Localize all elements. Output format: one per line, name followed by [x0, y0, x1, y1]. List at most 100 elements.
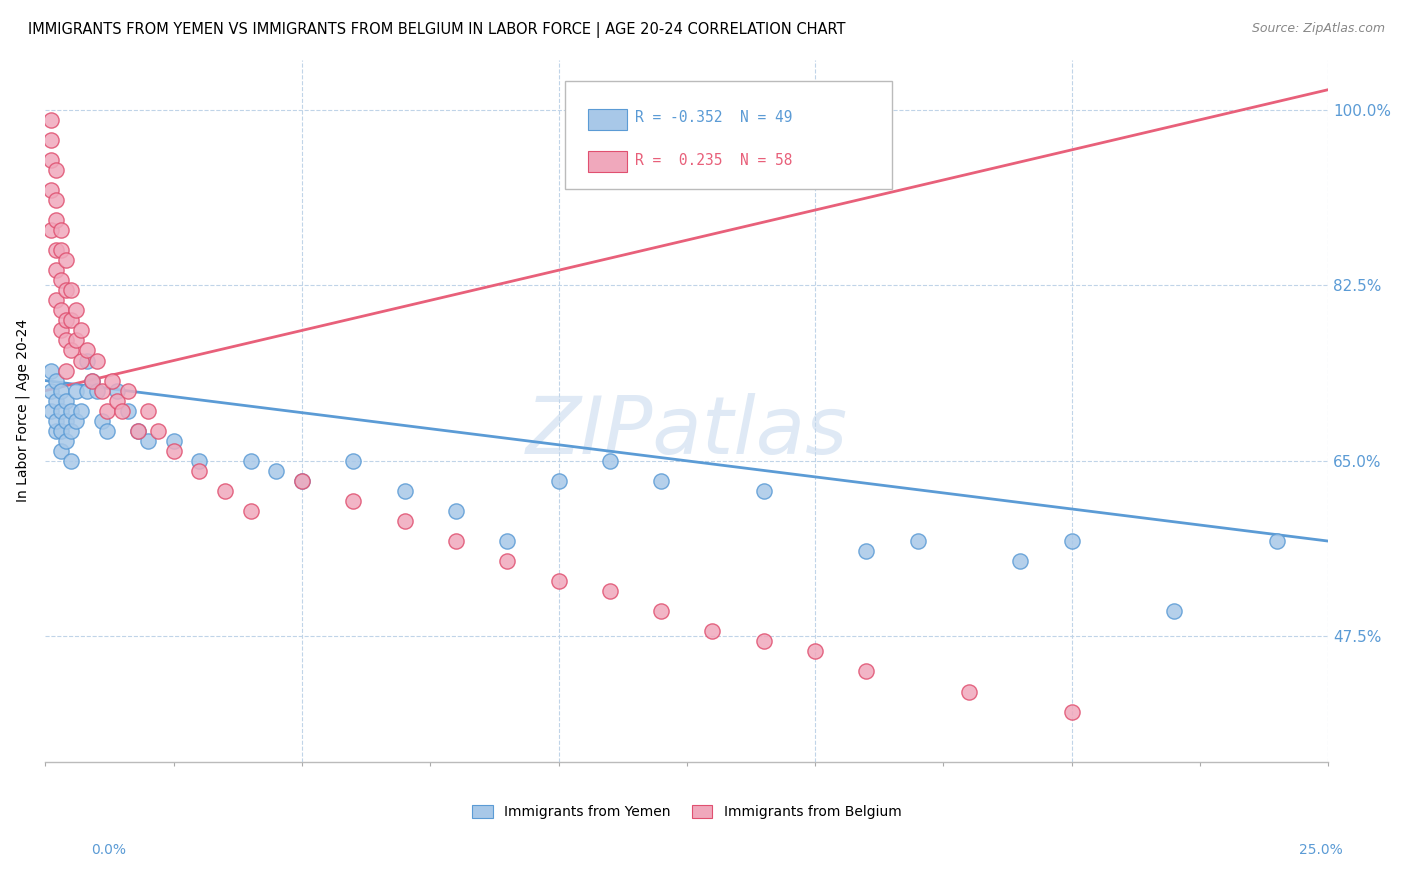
- Point: [1060, 705, 1083, 719]
- Point: [650, 474, 672, 488]
- Point: [127, 424, 149, 438]
- Point: [55, 434, 77, 448]
- Point: [291, 474, 314, 488]
- Point: [444, 504, 467, 518]
- Point: [266, 464, 288, 478]
- Point: [496, 554, 519, 568]
- Text: 0.0%: 0.0%: [91, 843, 127, 857]
- Point: [65, 334, 87, 348]
- Text: 25.0%: 25.0%: [1299, 843, 1343, 857]
- Point: [96, 424, 118, 438]
- Point: [55, 334, 77, 348]
- Point: [39, 183, 62, 197]
- Point: [55, 363, 77, 377]
- Point: [45, 424, 67, 438]
- Point: [239, 504, 262, 518]
- Point: [444, 534, 467, 549]
- Point: [45, 374, 67, 388]
- Point: [291, 474, 314, 488]
- Point: [342, 494, 364, 508]
- Point: [752, 483, 775, 498]
- Point: [49, 243, 72, 257]
- Point: [496, 534, 519, 549]
- Point: [96, 403, 118, 417]
- Point: [163, 434, 186, 448]
- Text: Source: ZipAtlas.com: Source: ZipAtlas.com: [1251, 22, 1385, 36]
- Point: [957, 684, 980, 698]
- Point: [239, 454, 262, 468]
- Point: [855, 665, 877, 679]
- Point: [76, 343, 98, 358]
- Point: [702, 624, 724, 639]
- Point: [90, 414, 112, 428]
- Point: [650, 604, 672, 618]
- Point: [547, 474, 569, 488]
- Point: [45, 393, 67, 408]
- Point: [55, 414, 77, 428]
- Point: [45, 213, 67, 227]
- Point: [1060, 534, 1083, 549]
- Point: [127, 424, 149, 438]
- Point: [60, 313, 83, 327]
- Point: [45, 293, 67, 308]
- Point: [49, 303, 72, 318]
- Point: [342, 454, 364, 468]
- Point: [163, 443, 186, 458]
- Point: [45, 243, 67, 257]
- Y-axis label: In Labor Force | Age 20-24: In Labor Force | Age 20-24: [15, 319, 30, 502]
- Point: [1010, 554, 1032, 568]
- Point: [49, 403, 72, 417]
- Point: [907, 534, 929, 549]
- Point: [90, 384, 112, 398]
- Point: [105, 393, 128, 408]
- Point: [55, 393, 77, 408]
- Point: [804, 644, 827, 658]
- Point: [188, 454, 211, 468]
- Point: [599, 584, 621, 599]
- Point: [55, 313, 77, 327]
- Text: R = -0.352  N = 49: R = -0.352 N = 49: [636, 111, 793, 126]
- Point: [39, 133, 62, 147]
- Point: [60, 283, 83, 297]
- Point: [101, 374, 124, 388]
- Point: [39, 384, 62, 398]
- Point: [60, 343, 83, 358]
- Point: [76, 384, 98, 398]
- Point: [39, 112, 62, 127]
- Point: [55, 253, 77, 268]
- Point: [49, 223, 72, 237]
- Point: [86, 384, 108, 398]
- Point: [86, 353, 108, 368]
- Legend: Immigrants from Yemen, Immigrants from Belgium: Immigrants from Yemen, Immigrants from B…: [467, 800, 907, 825]
- Point: [80, 374, 103, 388]
- FancyBboxPatch shape: [565, 80, 891, 189]
- Point: [49, 384, 72, 398]
- Point: [599, 454, 621, 468]
- Point: [49, 424, 72, 438]
- Point: [49, 443, 72, 458]
- Point: [394, 514, 416, 528]
- Point: [45, 193, 67, 207]
- Point: [49, 323, 72, 337]
- Point: [70, 403, 93, 417]
- Point: [39, 223, 62, 237]
- Point: [49, 273, 72, 287]
- Point: [214, 483, 236, 498]
- Point: [60, 424, 83, 438]
- Point: [855, 544, 877, 558]
- Point: [136, 403, 159, 417]
- Point: [547, 574, 569, 589]
- Point: [55, 283, 77, 297]
- Text: IMMIGRANTS FROM YEMEN VS IMMIGRANTS FROM BELGIUM IN LABOR FORCE | AGE 20-24 CORR: IMMIGRANTS FROM YEMEN VS IMMIGRANTS FROM…: [28, 22, 845, 38]
- Point: [136, 434, 159, 448]
- Point: [117, 403, 139, 417]
- Point: [45, 163, 67, 178]
- Point: [1163, 604, 1185, 618]
- Point: [752, 634, 775, 648]
- Point: [45, 263, 67, 277]
- Point: [65, 414, 87, 428]
- Point: [39, 403, 62, 417]
- Point: [188, 464, 211, 478]
- Point: [45, 414, 67, 428]
- Text: ZIPatlas: ZIPatlas: [526, 392, 848, 471]
